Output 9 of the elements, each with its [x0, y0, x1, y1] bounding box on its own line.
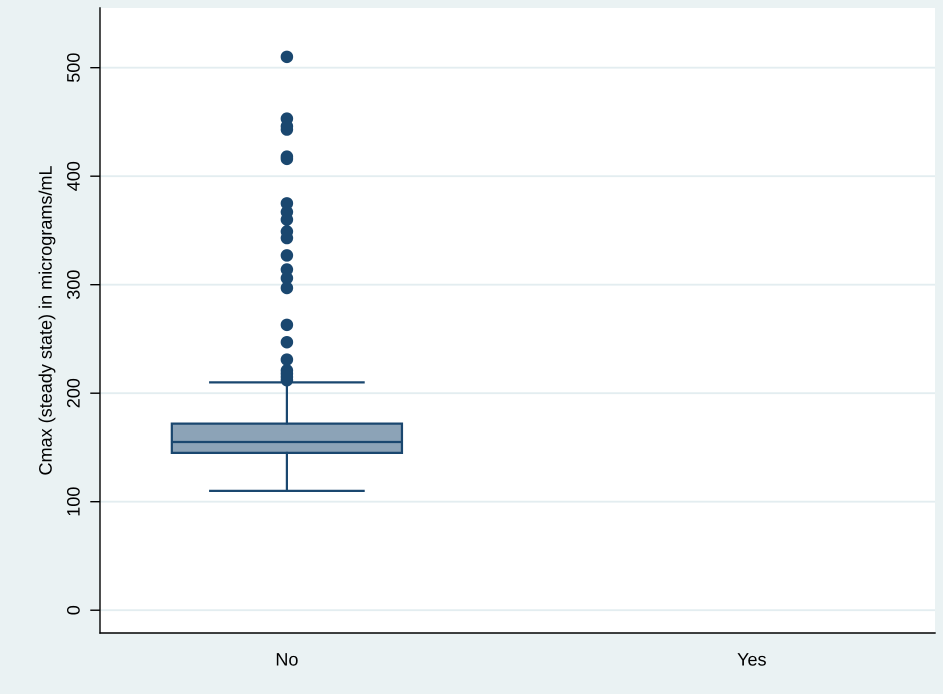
- x-tick-label: Yes: [737, 653, 766, 666]
- y-tick-label: 200: [66, 378, 80, 408]
- y-tick-label: 400: [66, 162, 80, 191]
- y-tick-label: 0: [66, 606, 80, 615]
- x-tick-label: No: [276, 653, 298, 666]
- y-tick-label: 300: [66, 270, 80, 300]
- y-tick-label: 100: [66, 487, 80, 516]
- y-axis-title: Cmax (steady state) in micrograms/mL: [38, 166, 56, 475]
- y-tick-label: 500: [66, 53, 80, 82]
